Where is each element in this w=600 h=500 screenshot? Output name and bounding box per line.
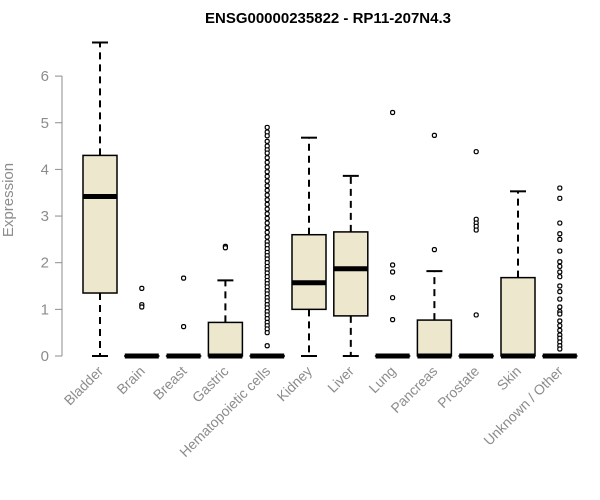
outlier-point <box>264 211 270 217</box>
outlier-point <box>264 330 270 336</box>
box-liver <box>333 174 369 357</box>
outlier-point <box>264 138 270 145</box>
x-tick-label: Liver <box>324 363 357 396</box>
box-iqr <box>82 154 118 294</box>
y-axis-ticks: 0 1 2 3 4 5 6 <box>41 68 62 365</box>
outlier-point <box>557 327 563 333</box>
outlier-point <box>390 317 396 323</box>
outlier-point <box>181 324 187 330</box>
box-breast <box>165 275 202 359</box>
outlier-point <box>139 304 145 310</box>
x-tick-label: Bladder <box>61 363 107 409</box>
outlier-point <box>264 150 270 156</box>
outlier-point <box>181 275 187 281</box>
outlier-point <box>557 259 563 265</box>
outlier-point <box>557 248 563 254</box>
outlier-point <box>264 197 270 203</box>
box-brain <box>124 285 160 359</box>
outlier-point <box>557 318 563 324</box>
box-prostate <box>458 149 494 359</box>
outlier-point <box>264 187 270 193</box>
outlier-point <box>264 159 270 166</box>
outlier-point <box>557 323 563 329</box>
y-tick-label: 3 <box>41 208 49 225</box>
box-iqr <box>333 231 369 317</box>
outlier-point <box>264 173 270 179</box>
outlier-point <box>557 311 563 317</box>
outlier-point <box>557 283 563 289</box>
outlier-point <box>264 124 270 131</box>
y-tick-label: 4 <box>41 161 49 178</box>
x-tick-label: Breast <box>150 363 190 403</box>
outlier-point <box>557 220 563 226</box>
x-tick-label: Skin <box>494 363 525 394</box>
y-axis-label: Expression <box>0 163 17 237</box>
box-unknown-other <box>542 185 578 359</box>
box-skin <box>500 190 536 359</box>
outlier-point <box>264 169 270 175</box>
outlier-point <box>264 133 270 139</box>
outlier-point <box>557 185 563 191</box>
y-tick-label: 5 <box>41 115 49 132</box>
outlier-point <box>264 206 270 212</box>
outlier-point <box>264 220 270 226</box>
outlier-point <box>390 109 396 116</box>
outlier-point <box>139 285 145 291</box>
box-iqr <box>291 233 327 311</box>
plot-area <box>82 41 578 359</box>
outlier-point <box>557 195 563 201</box>
outlier-point <box>264 178 270 184</box>
outlier-point <box>264 229 270 235</box>
outlier-point <box>557 296 563 302</box>
outlier-point <box>390 295 396 301</box>
outlier-point <box>473 227 479 233</box>
outlier-point <box>264 215 270 221</box>
y-tick-label: 0 <box>41 348 49 365</box>
box-hematopoietic-cells <box>249 124 285 359</box>
outlier-point <box>264 164 270 170</box>
outlier-point <box>264 225 270 231</box>
outlier-point <box>557 269 563 275</box>
outlier-point <box>557 274 563 280</box>
x-tick-label: Lung <box>365 363 398 396</box>
box-iqr <box>416 319 453 357</box>
outlier-point <box>264 155 270 161</box>
x-tick-label: Brain <box>113 363 147 397</box>
outlier-point <box>264 192 270 198</box>
box-gastric <box>207 243 244 359</box>
outlier-point <box>473 149 479 155</box>
y-tick-label: 1 <box>41 301 49 318</box>
outlier-point <box>264 201 270 207</box>
outlier-point <box>473 312 479 318</box>
box-iqr <box>500 276 536 357</box>
outlier-point <box>557 289 563 295</box>
box-kidney <box>291 136 327 357</box>
box-bladder <box>82 41 118 357</box>
outlier-point <box>264 343 270 349</box>
outlier-point <box>431 247 437 253</box>
x-tick-label: Unknown / Other <box>480 363 566 449</box>
outlier-point <box>390 269 396 275</box>
x-tick-label: Kidney <box>274 363 316 405</box>
outlier-point <box>264 234 270 240</box>
outlier-point <box>557 346 563 352</box>
outlier-point <box>431 132 437 138</box>
box-iqr <box>207 321 244 357</box>
outlier-point <box>557 304 563 310</box>
outlier-point <box>222 245 228 251</box>
outlier-point <box>390 262 396 268</box>
y-tick-label: 6 <box>41 68 49 85</box>
box-lung <box>374 109 411 359</box>
outlier-point <box>557 231 563 237</box>
box-pancreas <box>416 132 453 359</box>
y-tick-label: 2 <box>41 255 49 272</box>
chart-title: ENSG00000235822 - RP11-207N4.3 <box>205 10 451 27</box>
x-tick-label: Prostate <box>434 363 482 411</box>
outlier-point <box>557 236 563 242</box>
outlier-point <box>557 263 563 270</box>
outlier-point <box>264 183 270 189</box>
